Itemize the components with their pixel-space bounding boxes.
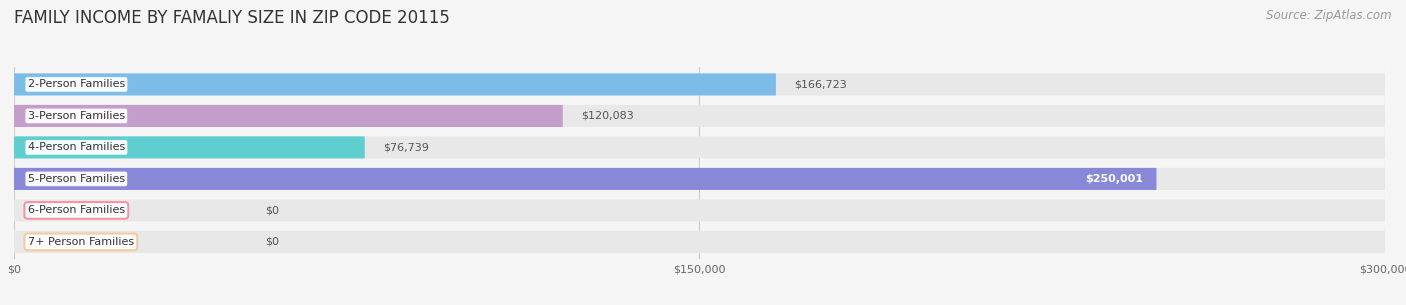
- FancyBboxPatch shape: [14, 168, 1385, 190]
- Text: $250,001: $250,001: [1085, 174, 1143, 184]
- Text: 2-Person Families: 2-Person Families: [28, 79, 125, 89]
- FancyBboxPatch shape: [14, 136, 1385, 159]
- FancyBboxPatch shape: [14, 168, 1157, 190]
- FancyBboxPatch shape: [14, 105, 1385, 127]
- FancyBboxPatch shape: [14, 74, 776, 95]
- Text: 4-Person Families: 4-Person Families: [28, 142, 125, 152]
- Text: 3-Person Families: 3-Person Families: [28, 111, 125, 121]
- Text: 6-Person Families: 6-Person Families: [28, 206, 125, 215]
- Text: $0: $0: [266, 206, 280, 215]
- Text: $0: $0: [266, 237, 280, 247]
- Text: 7+ Person Families: 7+ Person Families: [28, 237, 134, 247]
- FancyBboxPatch shape: [14, 105, 562, 127]
- FancyBboxPatch shape: [14, 231, 1385, 253]
- Text: $76,739: $76,739: [382, 142, 429, 152]
- FancyBboxPatch shape: [14, 199, 1385, 221]
- Text: 5-Person Families: 5-Person Families: [28, 174, 125, 184]
- Text: FAMILY INCOME BY FAMALIY SIZE IN ZIP CODE 20115: FAMILY INCOME BY FAMALIY SIZE IN ZIP COD…: [14, 9, 450, 27]
- FancyBboxPatch shape: [14, 136, 364, 159]
- Text: $166,723: $166,723: [794, 79, 846, 89]
- Text: Source: ZipAtlas.com: Source: ZipAtlas.com: [1267, 9, 1392, 22]
- Text: $120,083: $120,083: [581, 111, 634, 121]
- FancyBboxPatch shape: [14, 74, 1385, 95]
